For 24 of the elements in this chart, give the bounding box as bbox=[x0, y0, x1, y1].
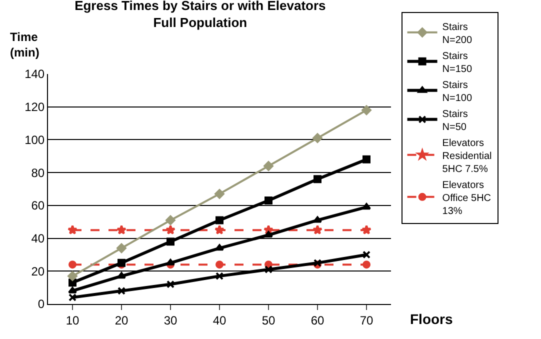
legend-label: Elevators Residential 5HC 7.5% bbox=[442, 138, 492, 175]
legend-label: Stairs N=100 bbox=[442, 80, 472, 104]
y-tick-label: 20 bbox=[31, 264, 45, 278]
chart-title: Egress Times by Stairs or with Elevators Full Population bbox=[74, 0, 326, 30]
legend-label: Stairs N=200 bbox=[442, 22, 472, 46]
x-tick-label: 30 bbox=[164, 313, 178, 328]
x-tick-label: 40 bbox=[212, 313, 226, 328]
legend-label: Stairs N=50 bbox=[442, 108, 468, 133]
legend-label: Elevators Office 5HC 13% bbox=[442, 180, 492, 217]
y-tick-label: 40 bbox=[31, 231, 45, 246]
y-tick-label: 60 bbox=[31, 198, 45, 213]
x-tick-label: 50 bbox=[262, 313, 276, 328]
y-tick-label: 100 bbox=[24, 132, 45, 147]
y-tick-label: 80 bbox=[31, 166, 45, 180]
x-axis-title: Floors bbox=[410, 311, 453, 327]
legend-label: Stairs N=150 bbox=[442, 50, 472, 75]
y-tick-label: 120 bbox=[24, 100, 45, 114]
x-tick-label: 10 bbox=[66, 313, 80, 328]
y-tick-label: 0 bbox=[38, 297, 45, 312]
x-tick-label: 70 bbox=[360, 313, 374, 328]
x-tick-label: 60 bbox=[310, 313, 324, 328]
x-tick-label: 20 bbox=[114, 313, 128, 328]
y-tick-label: 140 bbox=[24, 67, 45, 82]
y-axis-title: Time (min) bbox=[10, 30, 40, 60]
